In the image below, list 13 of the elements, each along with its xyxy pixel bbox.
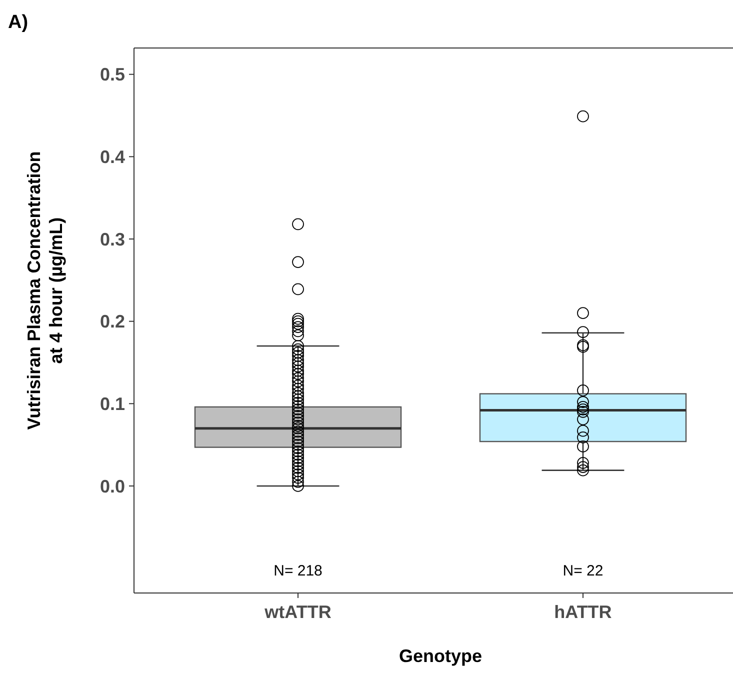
y-tick-label: 0.5 (100, 64, 125, 85)
x-tick-label: wtATTR (264, 602, 332, 622)
y-tick-label: 0.1 (100, 394, 125, 414)
y-tick-label: 0.3 (100, 229, 125, 250)
annotation: N= 22 (562, 562, 604, 580)
x-axis-title: Genotype (398, 646, 482, 666)
y-tick-label: 0.4 (100, 146, 125, 167)
y-axis-title: Vutrisiran Plasma Concentration at 4 hour (µg/mL) (24, 151, 66, 430)
y-tick-label: 0.0 (100, 476, 125, 496)
annotation: N= 218 (274, 562, 322, 580)
y-tick-label: 0.2 (100, 312, 125, 332)
x-tick-label: hATTR (554, 602, 612, 622)
chart-title: A) (8, 12, 28, 33)
